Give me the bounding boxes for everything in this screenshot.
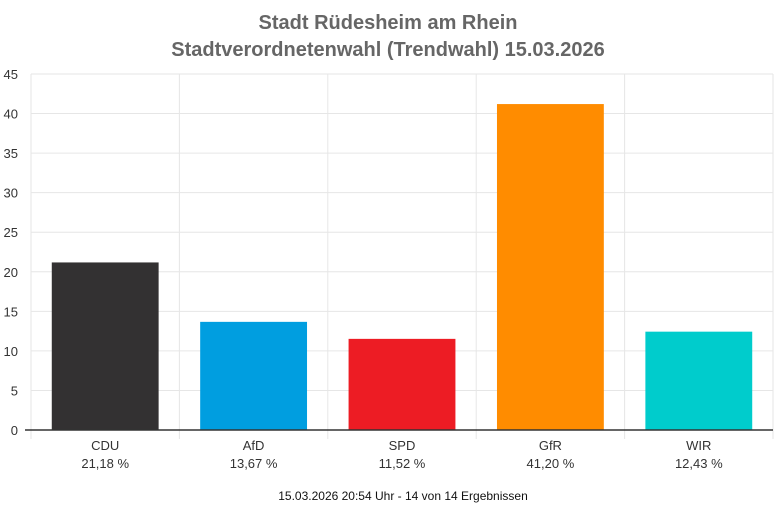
bar-spd (348, 338, 456, 430)
footer-note: 15.03.2026 20:54 Uhr - 14 von 14 Ergebni… (278, 489, 528, 503)
x-category-label: SPD (389, 438, 416, 453)
y-axis-ticks: 0 5 10 15 20 25 30 35 40 45 (4, 67, 18, 438)
bar-gfr (496, 104, 604, 430)
x-category-label: GfR (539, 438, 562, 453)
x-percentage-label: 12,43 % (675, 456, 723, 471)
x-percentage-label: 21,18 % (81, 456, 129, 471)
bar-wir (645, 331, 753, 430)
y-tick-label: 30 (4, 186, 18, 201)
x-percentage-label: 41,20 % (527, 456, 575, 471)
chart-subtitle: Stadtverordnetenwahl (Trendwahl) 15.03.2… (171, 39, 604, 61)
y-tick-label: 0 (11, 423, 18, 438)
y-tick-label: 25 (4, 225, 18, 240)
x-percentage-label: 13,67 % (230, 456, 278, 471)
y-tick-label: 5 (11, 383, 18, 398)
bars (51, 104, 753, 430)
bar-afd (200, 321, 308, 430)
y-tick-label: 10 (4, 344, 18, 359)
y-tick-label: 15 (4, 304, 18, 319)
y-tick-label: 40 (4, 107, 18, 122)
x-category-label: WIR (686, 438, 711, 453)
x-percentage-label: 11,52 % (379, 456, 426, 471)
y-tick-label: 45 (4, 67, 18, 82)
chart-title: Stadt Rüdesheim am Rhein (259, 12, 518, 34)
y-tick-label: 35 (4, 146, 18, 161)
x-category-label: CDU (91, 438, 119, 453)
y-tick-label: 20 (4, 265, 18, 280)
bar-cdu (51, 262, 159, 430)
x-category-label: AfD (243, 438, 265, 453)
x-axis-labels: CDU 21,18 % AfD 13,67 % SPD 11,52 % GfR 41,20 %… (81, 438, 723, 471)
